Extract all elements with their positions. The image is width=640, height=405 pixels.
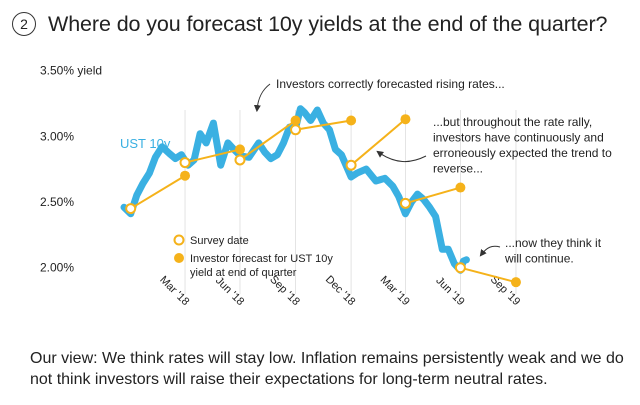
y-tick-label-2: 2.50%: [40, 195, 74, 209]
annotation-arrow-1: [253, 83, 271, 113]
question-number-badge: 2: [12, 12, 36, 36]
survey-date-point-4: [345, 159, 357, 171]
survey-date-point-5: [399, 197, 411, 209]
annotation-arrow-3: [479, 245, 501, 257]
forecast-point-3: [346, 115, 357, 126]
forecast-segment-0: [130, 174, 186, 210]
forecast-point-6: [510, 277, 521, 288]
forecast-segment-4: [350, 118, 407, 166]
annotation-arrow-2: [376, 150, 427, 162]
yield-forecast-chart: 3.50% yield 3.00% 2.50% 2.00% Mar '18 Jun '18…: [40, 64, 612, 309]
footer-view: Our view: We think rates will stay low. …: [30, 350, 624, 388]
page-title: Where do you forecast 10y yields at the …: [48, 11, 608, 36]
forecast-point-0: [180, 170, 191, 181]
forecast-segment-1: [184, 148, 241, 164]
annotation-note-2-line-0: ...but throughout the rate rally,: [433, 115, 592, 129]
annotation-note-2: ...but throughout the rate rally, investo…: [433, 115, 612, 176]
survey-date-point-3: [290, 124, 302, 136]
annotation-note-2-line-1: investors have continuously and: [433, 131, 604, 145]
forecast-point-1: [234, 144, 245, 155]
series-label-ust-10y: UST 10y: [120, 136, 171, 151]
survey-date-point-1: [179, 157, 191, 169]
question-number: 2: [20, 16, 28, 32]
x-tick-label-5: Jun '19: [433, 275, 466, 308]
x-tick-label-3: Dec '18: [323, 274, 358, 309]
x-tick-label-1: Jun '18: [213, 275, 246, 308]
x-tick-label-4: Mar '19: [378, 274, 412, 308]
forecast-segment-6: [460, 266, 517, 284]
x-tick-label-0: Mar '18: [157, 274, 191, 308]
y-tick-label-0: 3.50% yield: [40, 64, 102, 78]
annotation-note-3-line-1: will continue.: [504, 252, 574, 266]
legend-survey-marker: [173, 234, 185, 246]
survey-date-point-2: [234, 154, 246, 166]
annotation-note-3-line-0: ...now they think it: [505, 236, 602, 250]
survey-date-point-0: [125, 203, 137, 215]
annotation-note-2-line-2: erroneously expected the trend to: [433, 146, 612, 160]
y-tick-label-1: 3.00%: [40, 129, 74, 143]
forecast-point-2: [290, 115, 301, 126]
annotation-note-3: ...now they think it will continue.: [504, 236, 602, 266]
header: 2 Where do you forecast 10y yields at th…: [10, 6, 630, 42]
forecast-segment-3: [295, 119, 352, 131]
forecast-point-5: [455, 182, 466, 193]
survey-date-point-6: [454, 262, 466, 274]
forecast-segment-5: [405, 186, 461, 205]
annotation-note-2-line-3: reverse...: [433, 162, 483, 176]
forecast-point-4: [400, 114, 411, 125]
legend-forecast-label-line-0: Investor forecast for UST 10y: [190, 253, 333, 265]
legend-survey-label: Survey date: [190, 235, 249, 247]
legend-forecast-label-line-1: yield at end of quarter: [190, 267, 297, 279]
chart-legend: Survey date Investor forecast for UST 10y…: [173, 234, 333, 279]
legend-forecast-marker: [174, 253, 184, 263]
annotation-note-1: Investors correctly forecasted rising ra…: [276, 77, 505, 91]
y-tick-label-3: 2.00%: [40, 261, 74, 275]
forecast-segment-2: [239, 119, 297, 161]
